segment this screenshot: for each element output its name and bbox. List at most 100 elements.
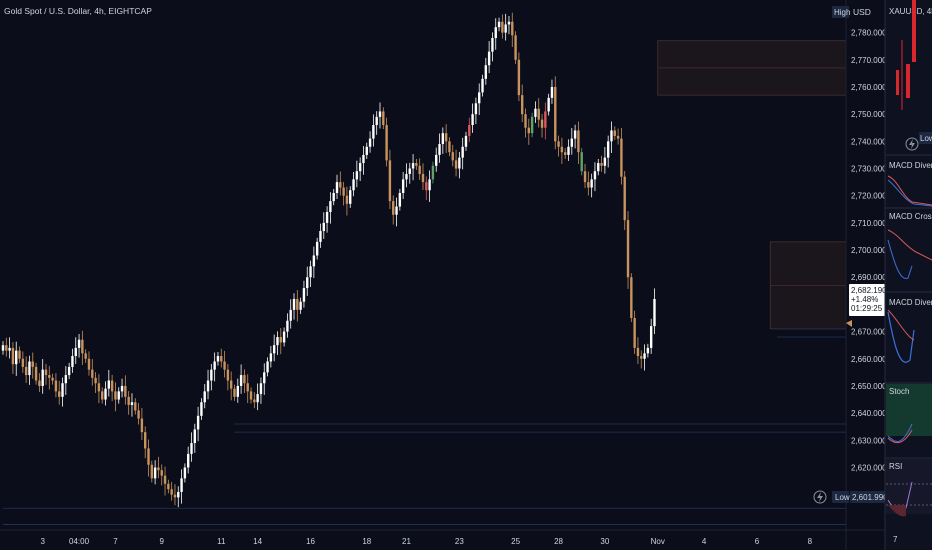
candle-body [587, 182, 590, 188]
candle-body [471, 114, 474, 126]
candle-body [239, 375, 243, 386]
low-value-bg [850, 491, 885, 503]
low-badge-label: Low [835, 493, 850, 502]
candle-body [289, 309, 292, 321]
candle-body [226, 369, 230, 381]
candle-body [550, 86, 554, 98]
candle-body [269, 353, 273, 362]
candle-body [233, 388, 236, 397]
candle-body [626, 220, 630, 278]
candle-body [246, 383, 249, 392]
side-lightning-icon[interactable] [905, 137, 919, 151]
candle-body [74, 347, 77, 357]
currency-label[interactable]: USD [853, 7, 871, 17]
candle-body [223, 361, 226, 370]
panel-title-3: MACD Divergence [889, 298, 932, 307]
candle-body [117, 391, 120, 400]
candle-body [193, 429, 197, 444]
candle-body [41, 369, 44, 386]
signal-line-1 [887, 179, 932, 207]
candle-body [534, 108, 537, 117]
candle-body [97, 383, 101, 392]
panel-title-1: MACD Divergence [889, 161, 932, 170]
time-tick-label: Nov [651, 537, 665, 546]
candle-body [435, 154, 438, 166]
candle-body [28, 361, 31, 376]
candle-body [44, 369, 48, 376]
rsi-panel-bg [886, 459, 932, 514]
candle-body [401, 179, 405, 193]
price-tick-label: 2,690.0000 [851, 273, 892, 282]
side-panel-title: XAUUSD, 4h, EIG [889, 7, 932, 16]
time-tick-label: 25 [511, 537, 520, 546]
candle-body [200, 402, 203, 416]
candle-body [329, 201, 332, 212]
candle-body [355, 171, 359, 180]
candle-body [418, 165, 421, 174]
candle-body [610, 130, 613, 142]
candle-body [547, 97, 550, 112]
candle-body [58, 391, 61, 397]
high-badge: High [832, 6, 850, 18]
macd-line-2 [887, 229, 932, 261]
candle-body [345, 195, 349, 204]
candle-body [256, 394, 259, 403]
candle-body [530, 116, 534, 134]
price-tick-label: 2,740.0000 [851, 137, 892, 146]
candle-body [276, 337, 279, 346]
candle-body [18, 350, 21, 359]
candle-body [339, 182, 342, 188]
candle-body [21, 358, 25, 367]
candle-body [315, 241, 319, 256]
side-red-bar-3 [906, 64, 910, 98]
time-tick-label: 14 [253, 537, 262, 546]
candle-body [484, 65, 488, 79]
candle-body [104, 388, 107, 400]
candle-body [567, 146, 570, 155]
candle-body [272, 345, 276, 354]
side-red-bar-1 [912, 0, 916, 62]
candle-body [302, 288, 306, 302]
candle-body [220, 356, 223, 362]
time-tick-label: 8 [808, 537, 813, 546]
candle-body [34, 366, 38, 381]
candle-body [319, 231, 322, 242]
candle-body [306, 277, 309, 289]
price-tick-label: 2,620.0000 [851, 463, 892, 472]
panel-title-2: MACD Crossover [889, 212, 932, 221]
candle-body [110, 380, 114, 392]
macd-line-3 [887, 311, 915, 363]
candle-body [398, 192, 402, 207]
candle-body [114, 391, 117, 400]
time-axis[interactable]: 3 04:00 7 9 11 14 16 18 21 23 25 28 30 Nov 4 6 8 [40, 537, 812, 546]
panel-title-5: RSI [889, 462, 902, 471]
time-tick-label: 11 [217, 537, 226, 546]
candle-body [497, 21, 501, 28]
time-tick-label: 23 [455, 537, 464, 546]
candle-body [54, 380, 58, 392]
candle-body [48, 375, 51, 378]
candle-body [173, 494, 177, 498]
candle-body [573, 130, 577, 139]
low-value: 2,601.9900 [852, 493, 893, 502]
candle-body [206, 380, 210, 392]
lightning-icon[interactable] [813, 490, 827, 504]
candle-body [130, 402, 134, 405]
candle-body [107, 380, 111, 389]
candle-body [392, 201, 395, 215]
side-panel: XAUUSD, 4h, EIG Low MACD Divergence MACD… [884, 0, 932, 550]
candle-body [524, 114, 527, 128]
time-tick-label: 04:00 [69, 537, 90, 546]
candle-body [464, 135, 468, 147]
candle-body [31, 361, 34, 367]
candle-body [160, 470, 163, 476]
candle-body [124, 385, 127, 397]
price-tick-label: 2,760.0000 [851, 83, 892, 92]
current-price-box: 2,682.1900 +1.48% 01:29:25 [849, 284, 892, 316]
candle-body [144, 432, 147, 449]
candle-body [170, 489, 173, 495]
candle-body [236, 385, 239, 397]
candle-body [67, 366, 71, 376]
candle-body [282, 331, 286, 343]
